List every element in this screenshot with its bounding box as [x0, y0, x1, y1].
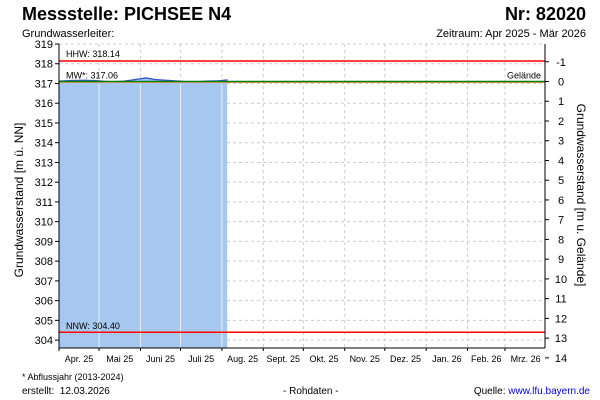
data-point: [145, 77, 147, 79]
station-title: Messstelle: PICHSEE N4: [22, 4, 232, 24]
raw-data-note: - Rohdaten -: [283, 386, 339, 397]
y-axis-label-right: Grundwasserstand [m u. Gelände]: [574, 104, 588, 287]
y-tick-label-right: 5: [558, 175, 564, 187]
y-tick-label: 305: [35, 315, 53, 327]
x-tick-label: Feb. 26: [471, 354, 502, 364]
x-tick-label: Apr. 25: [65, 354, 94, 364]
y-tick-label: 314: [35, 138, 53, 150]
y-tick-label: 319: [35, 39, 53, 51]
y-tick-label: 307: [35, 276, 53, 288]
created-info: erstellt: 12.03.2026: [22, 386, 110, 397]
y-tick-label-right: 2: [558, 116, 564, 128]
x-tick-label: Juli 25: [188, 354, 214, 364]
source-label: Quelle:: [473, 386, 506, 397]
y-tick-label: 317: [35, 78, 53, 90]
y-tick-label-right: 9: [558, 254, 564, 266]
y-tick-label: 310: [35, 217, 53, 229]
footnote: * Abflussjahr (2013-2024): [22, 372, 124, 382]
data-point: [83, 79, 85, 81]
period-label: Zeitraum: Apr 2025 - Mär 2026: [436, 28, 586, 40]
y-tick-label: 311: [35, 197, 53, 209]
y-axis-label: Grundwasserstand [m ü. NN]: [12, 123, 26, 278]
y-tick-label-right: 4: [558, 155, 564, 167]
data-area-fill-0: [59, 77, 228, 348]
x-tick-label: Sept. 25: [267, 354, 301, 364]
reference-lines: HHW: 318.14 MW*: 317.06 NNW: 304.40 Gelände: [59, 49, 545, 333]
y-tick-label: 309: [35, 236, 53, 248]
axes: 3043053063073083093103113123133143153163…: [35, 39, 567, 365]
y-tick-label-right: 1: [558, 96, 564, 108]
ref-line-label: NNW: 304.40: [66, 321, 120, 331]
data-point: [226, 79, 228, 81]
data-point: [154, 78, 156, 81]
y-tick-label-right: -1: [556, 57, 566, 69]
y-tick-label: 313: [35, 157, 53, 169]
x-tick-label: Aug. 25: [227, 354, 258, 364]
created-date: 12.03.2026: [59, 386, 110, 397]
ref-line-label: Gelände: [507, 71, 541, 81]
y-tick-label-right: 11: [555, 294, 566, 306]
y-tick-label: 316: [35, 98, 53, 110]
data-point: [137, 78, 139, 80]
y-tick-label: 315: [35, 118, 53, 130]
x-tick-label: Nov. 25: [350, 354, 380, 364]
y-tick-label-right: 7: [558, 215, 564, 227]
x-tick-label: Okt. 25: [310, 354, 339, 364]
y-tick-label-right: 3: [558, 136, 564, 148]
created-label: erstellt:: [22, 386, 55, 397]
y-tick-label: 304: [35, 335, 53, 347]
y-tick-label: 306: [35, 296, 53, 308]
x-tick-label: Jan. 26: [432, 354, 462, 364]
y-tick-label-right: 10: [555, 274, 567, 286]
data-area: [58, 77, 228, 348]
y-tick-label-right: 6: [558, 195, 564, 207]
source-info: Quelle: www.lfu.bayern.de: [474, 386, 590, 397]
source-link[interactable]: www.lfu.bayern.de: [508, 386, 590, 397]
x-tick-label: Dez. 25: [390, 354, 421, 364]
x-tick-label: Mai 25: [106, 354, 133, 364]
aquifer-label: Grundwasserleiter:: [22, 28, 115, 40]
x-tick-label: Mrz. 26: [511, 354, 541, 364]
station-number: Nr: 82020: [504, 4, 586, 24]
y-tick-label: 312: [35, 177, 53, 189]
y-tick-label-right: 13: [555, 333, 567, 345]
y-tick-label: 308: [35, 256, 53, 268]
y-tick-label-right: 14: [555, 353, 567, 365]
data-point: [165, 79, 167, 81]
ref-line-label: MW*: 317.06: [66, 70, 118, 80]
y-tick-label-right: 8: [558, 234, 564, 246]
y-tick-label-right: 12: [555, 313, 567, 325]
y-tick-label: 318: [35, 59, 53, 71]
x-tick-label: Juni 25: [146, 354, 175, 364]
y-tick-label-right: 0: [558, 77, 564, 89]
ref-line-label: HHW: 318.14: [66, 49, 120, 59]
